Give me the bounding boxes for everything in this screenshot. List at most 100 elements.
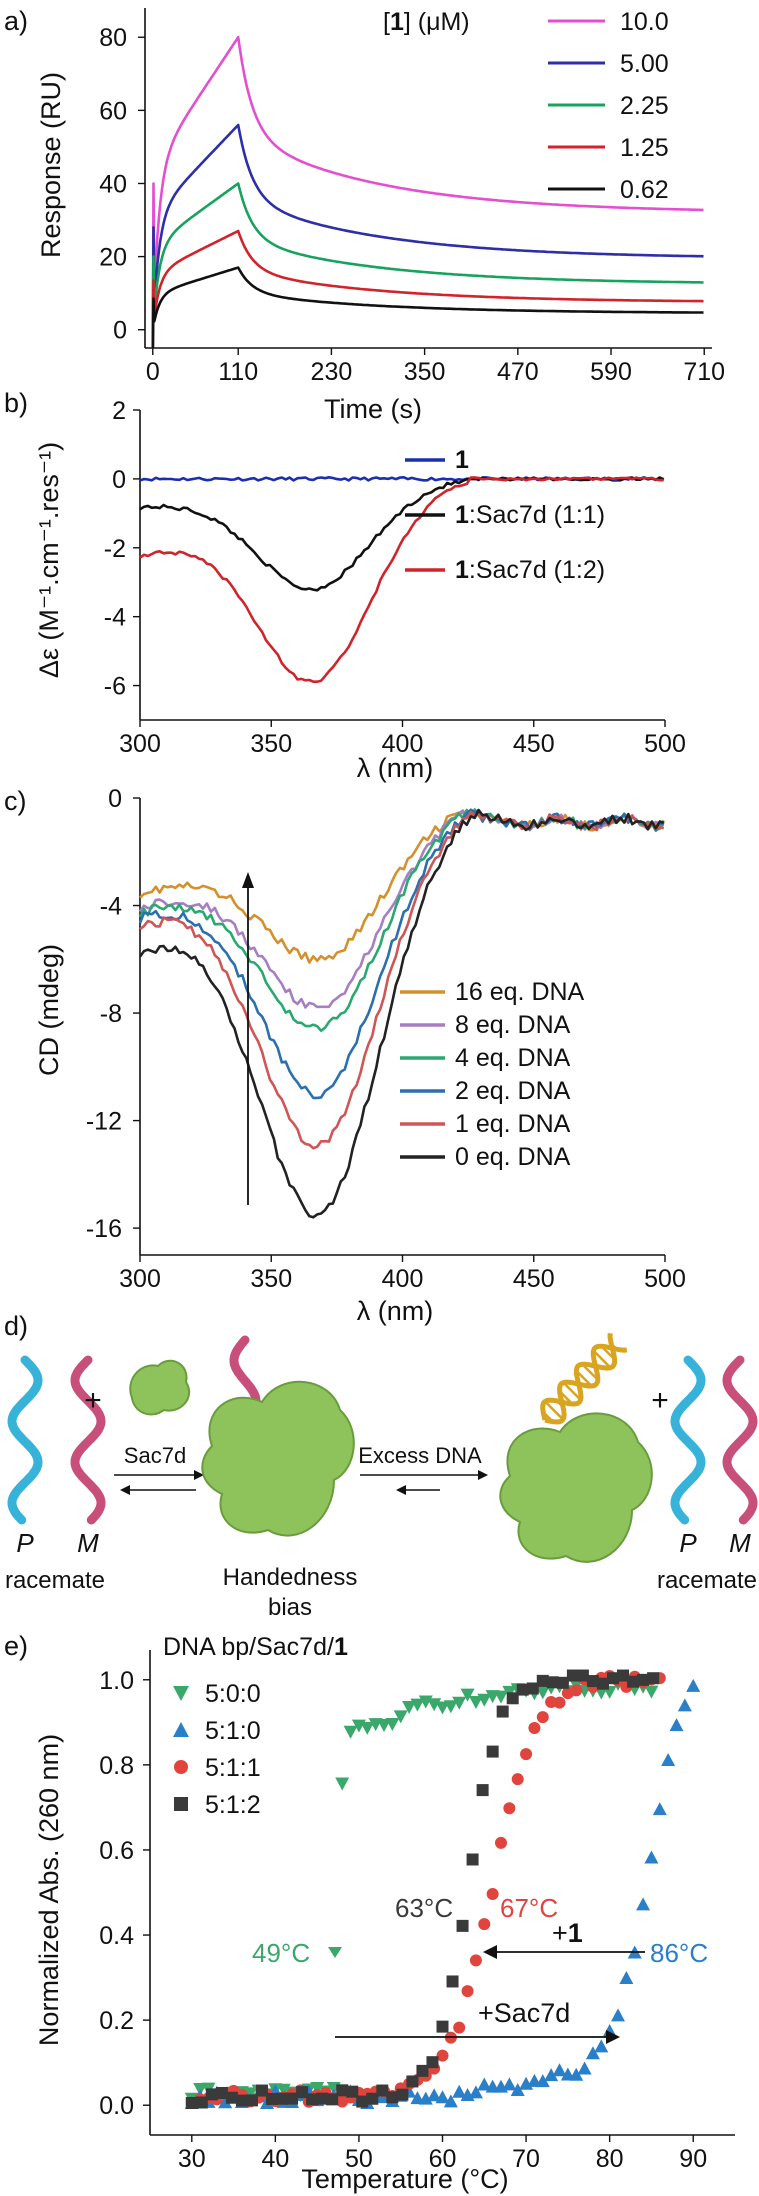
data-point-5:1:1 [478,1918,491,1931]
panel-b-x-tick-label: 500 [644,730,686,758]
data-point-5:1:2 [185,2097,198,2110]
series-line-1 eq. DNA [139,810,665,1150]
tm-label-5-0-0: 49°C [252,1938,310,1968]
data-point-5:1:2 [536,1674,549,1687]
data-point-5:1:1 [520,1748,533,1761]
legend-label: 4 eq. DNA [455,1044,571,1072]
data-point-5:0:0 [343,1725,358,1739]
panel-a-chart: a) 0 110 230 350 470 590 710 0 20 40 60 80 [1] (μM)… [4,6,725,424]
data-point-5:1:0 [636,1897,651,1911]
data-point-5:1:0 [644,1850,659,1864]
data-point-5:1:2 [286,2092,299,2105]
data-point-5:1:0 [427,2088,442,2102]
data-point-5:1:0 [435,2090,450,2104]
panel-e-y-tick-label: 0.6 [99,1837,134,1865]
data-point-5:1:2 [346,2085,359,2098]
data-point-5:1:2 [336,2084,349,2097]
data-point-5:0:0 [468,1695,483,1709]
panel-a-y-tick-label: 20 [99,244,127,272]
legend-label: 5.00 [620,50,669,78]
panel-c-x-tick-label: 300 [119,1265,161,1293]
panel-e-x-tick-label: 30 [178,2145,206,2173]
legend-label: 1:Sac7d (1:1) [455,501,605,529]
data-point-5:1:2 [486,1745,499,1758]
panel-b-chart: b) 300 350 400 450 500 2 0 -2 -4 -6 1 1:Sac7d (1:1… [4,388,686,783]
panel-e-y-tick-label: 0.0 [99,2092,134,2120]
data-point-5:1:2 [406,2075,419,2088]
data-point-5:1:2 [596,1677,609,1690]
data-point-5:1:1 [453,2021,466,2034]
data-point-5:0:0 [410,1698,425,1712]
panel-a-x-tick-label: 590 [590,358,632,386]
legend-label: 2.25 [620,92,669,120]
data-point-5:1:0 [452,2084,467,2098]
data-point-5:1:1 [536,1711,549,1724]
tm-marker-5-0-0 [328,1947,342,1958]
legend-label: 1 [455,446,469,474]
dna-rung [556,1400,564,1408]
data-point-5:0:0 [335,1777,350,1791]
data-point-5:1:2 [496,1705,509,1718]
data-point-5:1:0 [477,2077,492,2091]
panel-a-ylabel: Response (RU) [36,72,66,258]
panel-e-y-tick-label: 1.0 [99,1667,134,1695]
panel-b-y-tick-label: 0 [112,466,126,494]
panel-b-x-tick-label: 400 [382,730,424,758]
data-point-5:1:2 [576,1669,589,1682]
legend-marker-5:0:0 [173,1686,189,1701]
data-point-5:1:2 [606,1672,619,1685]
panel-c-chart: c) 300 350 400 450 500 0 -4 -8 -12 -16 16 eq. DNA… [4,785,686,1326]
data-point-5:1:2 [647,1672,660,1685]
data-point-5:1:2 [195,2096,208,2109]
data-point-5:1:2 [386,2091,399,2104]
data-point-5:0:0 [443,1700,458,1714]
excess-dna-back-arrowhead-icon [396,1485,406,1495]
data-point-5:1:2 [566,1669,579,1682]
legend-label: 5:1:0 [205,1717,261,1745]
panel-a-x-tick-label: 0 [146,358,160,386]
data-point-5:1:2 [456,1919,469,1932]
tm-label-5-1-2: 63°C [395,1893,453,1923]
data-point-5:0:0 [427,1698,442,1712]
plus-sign-right: + [651,1384,669,1417]
data-point-5:1:2 [215,2086,228,2099]
legend-label: 1:Sac7d (1:2) [455,556,605,584]
dna-rung [594,1363,598,1368]
data-point-5:1:0 [594,2039,609,2053]
panel-b-y-tick-label: -2 [104,535,126,563]
data-point-5:1:2 [396,2088,409,2101]
data-point-5:1:0 [535,2074,550,2088]
data-point-5:1:2 [546,1676,559,1689]
panel-a-legend-title: [1] (μM) [383,8,470,36]
panel-e-x-tick-label: 40 [261,2145,289,2173]
dna-rung [600,1345,616,1361]
panel-b-label: b) [4,388,28,418]
data-point-5:1:1 [553,1696,566,1709]
sac7d-forward-arrowhead-icon [194,1470,204,1480]
panel-c-y-tick-label: -12 [86,1108,122,1136]
panel-e-x-tick-label: 70 [512,2145,540,2173]
legend-marker-5:1:1 [174,1760,188,1774]
p-label-left: P [16,1528,34,1558]
data-point-5:0:0 [477,1693,492,1707]
panel-e-y-tick-label: 0.4 [99,1922,134,1950]
sac7d-dna-complex-icon [499,1412,653,1563]
data-point-5:1:2 [617,1669,630,1682]
tm-label-5-1-0: 86°C [650,1938,708,1968]
series-line-8 eq. DNA [138,809,665,1009]
panel-e-ylabel: Normalized Abs. (260 nm) [34,1734,64,2046]
legend-label: 2 eq. DNA [455,1077,571,1105]
sac7d-small-icon [129,1359,191,1416]
data-point-5:0:0 [310,2081,325,2095]
dna-strand-2-icon [540,1333,618,1421]
data-point-5:1:0 [619,1970,634,1984]
tm-label-5-1-1: 67°C [500,1893,558,1923]
panel-b-x-tick-label: 350 [250,730,292,758]
data-point-5:1:0 [669,1718,684,1732]
panel-a-x-tick-label: 470 [497,358,539,386]
panel-c-y-tick-label: 0 [108,785,122,813]
plus1-label: +1 [552,1918,583,1948]
sac7d-back-arrowhead-icon [120,1485,130,1495]
data-point-5:1:2 [376,2084,389,2097]
